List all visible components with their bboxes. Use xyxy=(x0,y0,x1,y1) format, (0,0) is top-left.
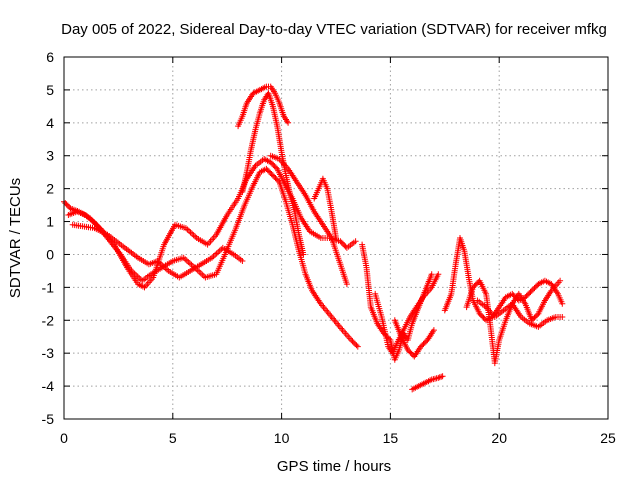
series-points xyxy=(61,156,359,291)
series-track-l xyxy=(441,235,566,324)
series-points xyxy=(372,271,442,357)
series-track-i xyxy=(372,271,442,357)
x-axis-label: GPS time / hours xyxy=(277,458,391,475)
series-track-c xyxy=(69,221,246,281)
x-tick-label: 15 xyxy=(383,430,399,446)
y-tick-label: -2 xyxy=(42,312,55,328)
y-tick-label: 1 xyxy=(46,214,54,230)
series-track-g xyxy=(311,175,339,241)
series-track-b xyxy=(65,165,361,350)
y-tick-label: 2 xyxy=(46,181,54,197)
y-tick-label: 0 xyxy=(46,246,54,262)
series-points xyxy=(474,297,566,330)
x-tick-label: 10 xyxy=(274,430,290,446)
plot-frame xyxy=(63,56,609,420)
series-points xyxy=(267,152,350,288)
tick-labels: 0 5 10 15 20 25 -5 -4 -3 -2 -1 0 1 2 3 4 5 6 xyxy=(42,49,616,446)
x-tick-label: 25 xyxy=(600,430,616,446)
x-tick-label: 5 xyxy=(169,430,177,446)
series-points xyxy=(409,373,446,393)
series-track-f xyxy=(267,152,350,288)
y-tick-label: -1 xyxy=(42,279,55,295)
x-tick-label: 0 xyxy=(60,430,68,446)
y-axis-label: SDTVAR / TECUs xyxy=(7,178,24,298)
grid xyxy=(64,57,608,419)
y-tick-label: -4 xyxy=(42,378,55,394)
series-points xyxy=(69,221,246,281)
chart-title: Day 005 of 2022, Sidereal Day-to-day VTE… xyxy=(61,21,607,38)
series-points xyxy=(391,317,437,360)
y-tick-label: 6 xyxy=(46,49,54,65)
y-tick-label: 5 xyxy=(46,82,54,98)
data-points xyxy=(61,83,566,393)
y-tick-label: -5 xyxy=(42,411,55,427)
series-points xyxy=(441,235,566,324)
series-track-n xyxy=(474,297,566,330)
series-track-k xyxy=(409,373,446,393)
y-tick-label: -3 xyxy=(42,345,55,361)
axis-ticks xyxy=(63,56,609,420)
series-points xyxy=(65,165,361,350)
series-track-j xyxy=(391,317,437,360)
y-tick-label: 3 xyxy=(46,148,54,164)
y-tick-label: 4 xyxy=(46,115,54,131)
series-points xyxy=(311,175,339,241)
series-track-d xyxy=(235,83,292,130)
series-points xyxy=(235,83,292,130)
x-tick-label: 20 xyxy=(491,430,507,446)
series-track-a xyxy=(61,156,359,291)
